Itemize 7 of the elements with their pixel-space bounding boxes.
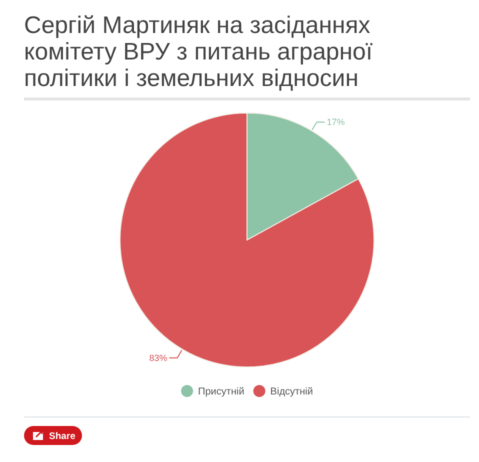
data-label: 17% [326,117,345,128]
legend-label: Відсутній [270,386,313,398]
legend-label: Присутній [198,386,244,398]
pie-slice [120,112,374,368]
text: Share [49,431,76,442]
chart-title: Сергій Мартиняк на засіданнях комітету ВРУ з питань аграрної політики і земельних відносин [24,12,373,92]
data-label: 83% [149,352,168,363]
